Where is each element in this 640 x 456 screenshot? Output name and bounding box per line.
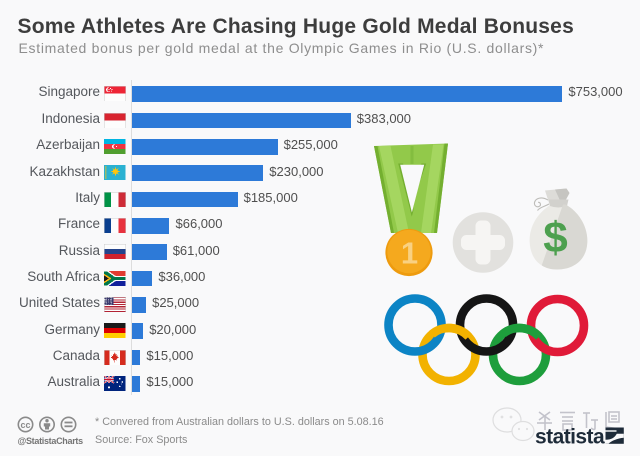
svg-text:cc: cc	[20, 420, 30, 430]
svg-text:statista: statista	[535, 426, 605, 449]
svg-text:$: $	[543, 214, 567, 263]
svg-text:1: 1	[401, 236, 418, 271]
